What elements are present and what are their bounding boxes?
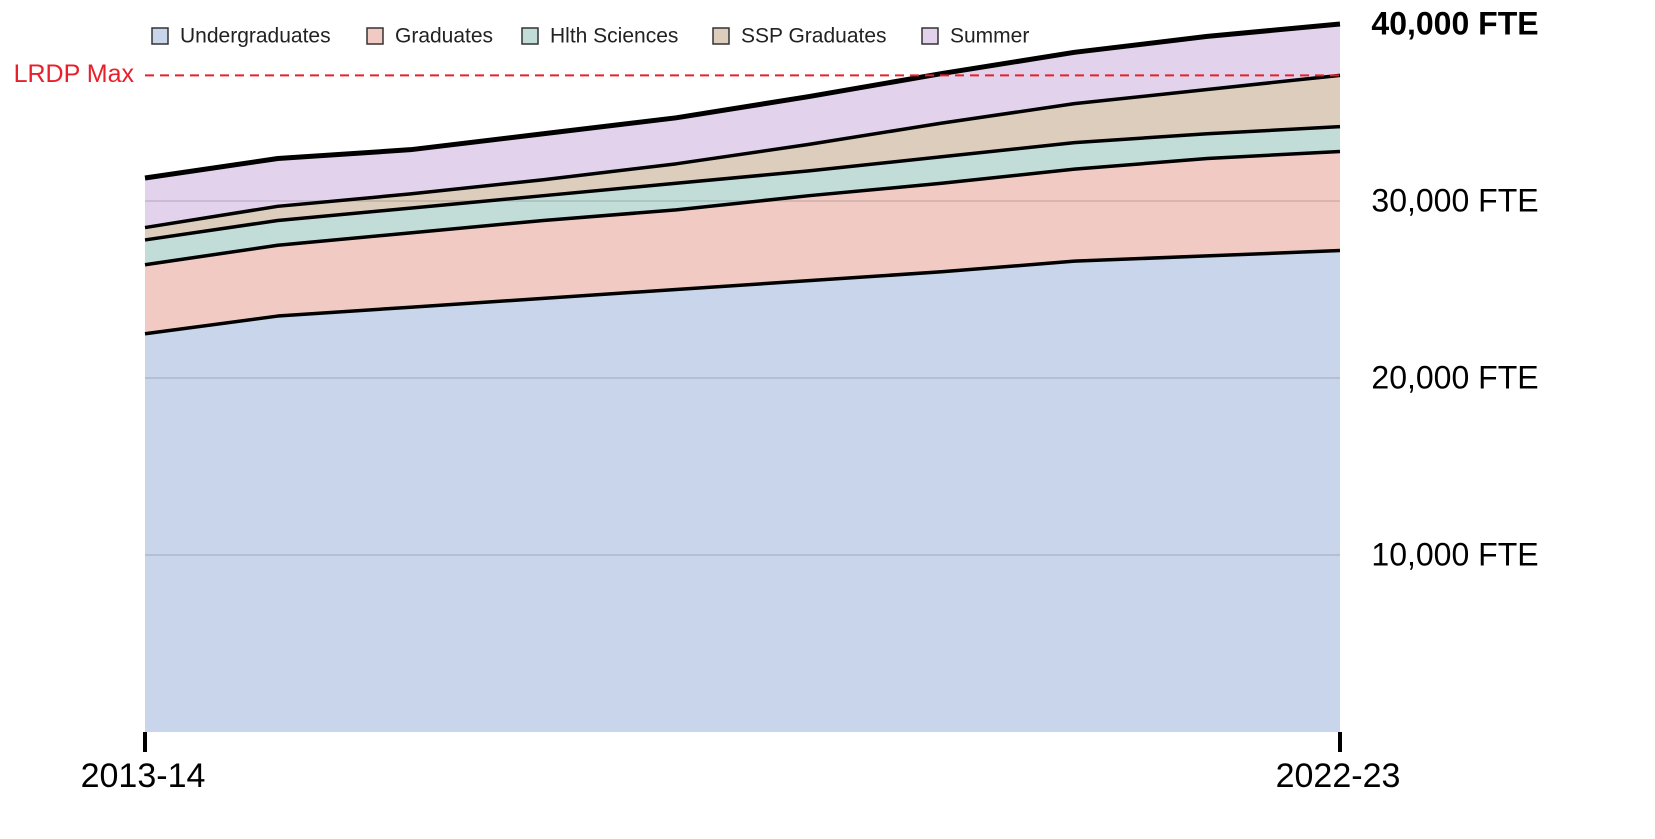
y-tick-label: 30,000 FTE xyxy=(1371,182,1538,218)
legend-label: Undergraduates xyxy=(180,25,331,48)
area xyxy=(145,24,1340,228)
x-tick-label: 2022-23 xyxy=(1276,757,1401,795)
legend-label: Summer xyxy=(950,25,1029,48)
legend-swatch xyxy=(151,27,169,45)
legend-swatch xyxy=(712,27,730,45)
area xyxy=(145,151,1340,334)
legend-label: Hlth Sciences xyxy=(550,25,678,48)
area-outline xyxy=(144,124,1341,242)
y-tick-label: 40,000 FTE xyxy=(1371,5,1538,41)
legend-label: SSP Graduates xyxy=(741,25,887,48)
legend-swatch xyxy=(366,27,384,45)
area-outline xyxy=(144,73,1341,230)
area-outline xyxy=(144,149,1341,267)
legend-swatch xyxy=(921,27,939,45)
legend-swatch xyxy=(521,27,539,45)
legend-label: Graduates xyxy=(395,25,493,48)
y-tick-label: 20,000 FTE xyxy=(1371,359,1538,395)
area-outline xyxy=(144,248,1341,336)
area-outline xyxy=(144,21,1341,181)
area xyxy=(145,75,1340,240)
area xyxy=(145,250,1340,732)
reference-label: LRDP Max xyxy=(14,60,135,88)
y-tick-label: 10,000 FTE xyxy=(1371,536,1538,572)
x-tick-label: 2013-14 xyxy=(81,757,206,795)
area xyxy=(145,126,1340,265)
